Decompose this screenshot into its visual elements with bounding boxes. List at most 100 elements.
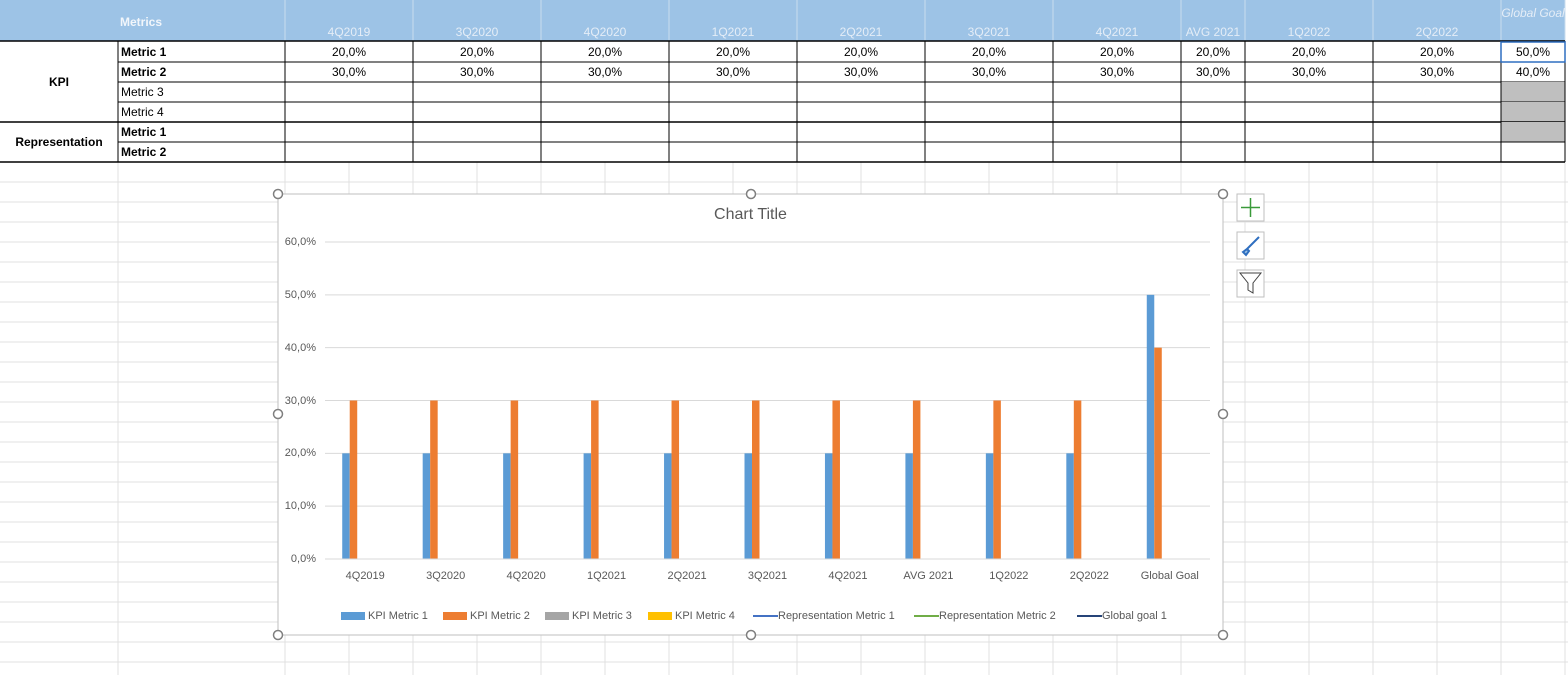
cell: 30,0% — [331, 65, 367, 79]
legend-swatch — [545, 612, 569, 620]
resize-handle — [272, 629, 284, 641]
cell: 50,0% — [1515, 44, 1551, 59]
x-tick-label: 3Q2020 — [426, 570, 466, 582]
bar — [671, 400, 680, 559]
cell: 30,0% — [459, 65, 495, 79]
group-label: Representation — [15, 135, 103, 149]
y-tick-label: 0,0% — [290, 553, 316, 565]
bar — [1073, 400, 1082, 559]
cell: 30,0% — [843, 65, 879, 79]
x-tick-label: 2Q2021 — [667, 570, 707, 582]
filter-icon — [1238, 272, 1263, 294]
x-tick-label: 4Q2019 — [345, 570, 385, 582]
x-tick-label: AVG 2021 — [903, 570, 954, 582]
bar — [832, 400, 840, 559]
brush-icon — [1241, 236, 1260, 257]
legend-label: Global goal 1 — [1102, 610, 1167, 622]
row-label: Metric 2 — [121, 145, 167, 159]
shaded-cell — [1501, 82, 1565, 102]
legend-swatch — [443, 612, 467, 620]
bar — [905, 453, 913, 559]
row-label: Metric 1 — [121, 44, 167, 59]
legend-label: Representation Metric 2 — [939, 610, 1056, 622]
x-tick-label: 4Q2021 — [828, 570, 868, 582]
bar — [912, 400, 921, 559]
y-tick-label: 60,0% — [284, 236, 316, 248]
cell: 20,0% — [1419, 44, 1455, 59]
column-header: 4Q2019 — [327, 25, 371, 39]
cell: 30,0% — [971, 65, 1007, 79]
header-title: Metrics — [120, 15, 163, 29]
column-header: 2Q2022 — [1415, 25, 1459, 39]
bar — [503, 453, 511, 559]
bar — [985, 453, 994, 559]
row-label: Metric 4 — [121, 105, 164, 119]
bar — [349, 400, 358, 559]
y-tick-label: 10,0% — [284, 500, 316, 513]
column-header: 4Q2021 — [1095, 25, 1139, 39]
cell: 40,0% — [1515, 65, 1551, 79]
resize-handle — [1217, 188, 1229, 200]
x-tick-label: Global Goal — [1140, 570, 1199, 582]
resize-handle — [272, 408, 284, 420]
bar — [510, 400, 519, 559]
group-label: KPI — [48, 74, 69, 89]
legend-swatch — [648, 612, 672, 620]
bar — [744, 453, 752, 559]
legend-swatch — [341, 612, 365, 620]
column-header: AVG 2021 — [1185, 25, 1241, 39]
resize-handle — [1217, 408, 1229, 420]
cell: 20,0% — [971, 44, 1007, 59]
bar — [422, 453, 431, 559]
column-header: 2Q2021 — [839, 25, 883, 39]
cell: 20,0% — [1099, 44, 1135, 59]
legend-label: KPI Metric 2 — [470, 610, 530, 622]
column-header: 1Q2022 — [1287, 25, 1331, 39]
y-tick-label: 30,0% — [284, 394, 316, 407]
x-tick-label: 1Q2022 — [989, 570, 1029, 582]
legend-label: KPI Metric 1 — [368, 610, 428, 622]
cell: 20,0% — [715, 44, 751, 59]
cell: 30,0% — [587, 65, 623, 79]
bar — [993, 400, 1001, 559]
cell: 30,0% — [1195, 65, 1231, 79]
y-tick-label: 40,0% — [284, 341, 316, 354]
resize-handle — [745, 629, 757, 641]
y-tick-label: 20,0% — [284, 447, 316, 460]
resize-handle — [1217, 629, 1229, 641]
cell: 20,0% — [1195, 44, 1231, 59]
bar — [1154, 347, 1162, 559]
cell: 30,0% — [1419, 65, 1455, 79]
cell: 20,0% — [331, 44, 367, 59]
bar — [342, 453, 350, 559]
shaded-cell — [1501, 122, 1565, 142]
cell: 20,0% — [843, 44, 879, 59]
row-label: Metric 1 — [121, 125, 167, 139]
selected-cell — [1500, 41, 1566, 63]
x-tick-label: 2Q2022 — [1069, 570, 1109, 582]
bar — [430, 400, 438, 559]
bar — [591, 400, 599, 559]
bar — [752, 400, 760, 559]
column-header: Global Goal — [1501, 6, 1565, 20]
x-tick-label: 3Q2021 — [747, 570, 788, 582]
shaded-cell — [1501, 102, 1565, 122]
bar — [583, 453, 592, 559]
legend-label: KPI Metric 4 — [675, 610, 735, 622]
column-header: 3Q2020 — [455, 25, 499, 39]
bar — [1066, 453, 1074, 559]
column-header: 1Q2021 — [711, 25, 755, 39]
cell: 20,0% — [459, 44, 495, 59]
resize-handle — [745, 188, 757, 200]
legend-label: Representation Metric 1 — [778, 610, 895, 622]
cell: 30,0% — [715, 65, 751, 79]
legend-label: KPI Metric 3 — [572, 610, 632, 622]
bar — [1146, 294, 1155, 559]
cell: 20,0% — [1291, 44, 1327, 59]
row-label: Metric 2 — [121, 65, 167, 79]
cell: 30,0% — [1291, 65, 1327, 79]
row-label: Metric 3 — [121, 85, 164, 99]
y-tick-label: 50,0% — [284, 288, 316, 301]
